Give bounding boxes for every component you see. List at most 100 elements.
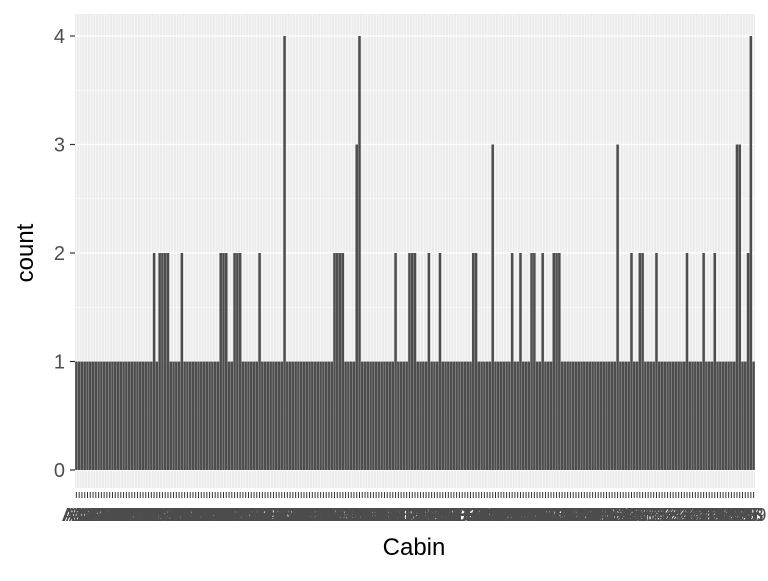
x-tick-label: X8 (632, 505, 654, 525)
bar-D21 (344, 361, 347, 470)
x-tick-label: C97 (571, 505, 604, 525)
bar-B73 (183, 361, 186, 470)
bar-B29 (530, 253, 533, 470)
bar-B38 (147, 361, 150, 470)
bar-Z26 (741, 361, 744, 470)
x-tick-label: Z12 (688, 505, 719, 525)
x-tick-label: B79 (177, 505, 209, 525)
bar-A26 (94, 361, 98, 470)
x-tick-label: D46 (354, 505, 387, 525)
x-tick-label: B19 (110, 505, 142, 525)
x-tick-label: B102 (100, 505, 142, 525)
x-tick-label: B77 (171, 505, 203, 525)
bar-B41 (155, 361, 159, 470)
bar-Y9 (669, 361, 672, 470)
bar-C89 (583, 361, 586, 470)
x-tick-label: E68 (435, 505, 467, 525)
x-tick-label: E34 (405, 505, 437, 525)
bar-B45 (538, 361, 542, 470)
x-tick-label: X1 (612, 505, 634, 525)
x-tick-label: Y4 (645, 505, 667, 525)
bar-F G63 (460, 361, 464, 470)
bar-F33 (469, 361, 472, 470)
x-tick-label: B10 (499, 505, 531, 525)
bar-X5 (633, 361, 636, 470)
bar-E63 (444, 361, 447, 470)
x-tick-label: C89 (568, 505, 601, 525)
bar-D20 (341, 253, 345, 470)
bar-C91 (311, 361, 314, 470)
x-tick-label: A24 (77, 505, 109, 525)
x-tick-label: C90 (293, 505, 326, 525)
x-tick-label: B52 B54 B56 (490, 505, 596, 525)
bar-C110 (219, 253, 222, 470)
x-tick-label: C22 C26 (213, 505, 284, 525)
x-tick-label: D (320, 505, 333, 525)
bar-E10 (394, 253, 397, 470)
x-tick-label: C126 (216, 505, 259, 525)
x-tick-label: D36 (346, 505, 379, 525)
bar-X3 (627, 361, 630, 470)
x-tick-label: E39 E41 (569, 505, 638, 525)
bar-Z20 (724, 361, 728, 470)
x-tick-label: E31 (399, 505, 431, 525)
bar-Z6 (685, 253, 689, 470)
y-tick-label: 1 (54, 352, 65, 374)
bar-B24 (521, 361, 525, 470)
bar-Z14 (707, 361, 711, 470)
x-tick-label: E101 (377, 505, 419, 525)
bar-C106 (216, 361, 220, 470)
bar-Z28 (746, 253, 750, 470)
bar-B18 (122, 361, 125, 470)
bar-B94 (202, 361, 206, 470)
x-tick-label: B50 (152, 505, 184, 525)
x-tick-label: A7 (104, 505, 126, 525)
x-tick-label: C116 (530, 505, 572, 525)
bar-D22 (588, 361, 592, 470)
bar-X4 (630, 253, 633, 470)
x-tick-label: C130 (532, 505, 575, 525)
bar-Z11 (699, 361, 703, 470)
x-tick-label: E25 (396, 505, 428, 525)
bar-A11 (483, 361, 486, 470)
bar-D11 (330, 361, 333, 470)
x-tick-label: B25 (510, 505, 542, 525)
bar-C95 (319, 361, 322, 470)
bar-E49 (435, 361, 439, 470)
x-tick-label: B18 (108, 505, 140, 525)
bar-E52 (608, 361, 611, 470)
x-tick-label: D47 (357, 505, 390, 525)
x-tick-label: C124 (210, 505, 253, 525)
bar-B78 (188, 361, 192, 470)
x-tick-label: C103 (191, 505, 234, 525)
bar-D17 (336, 253, 339, 470)
x-tick-label: B49 (146, 505, 178, 525)
x-tick-label: F2 (457, 505, 478, 525)
x-tick-label: F38 (458, 505, 489, 525)
bar-C83 (297, 361, 300, 470)
x-tick-label: F G73 (440, 505, 490, 525)
bar-X7 (638, 253, 642, 470)
x-tick-label: Y1 (637, 505, 659, 525)
x-tick-label: B31 (518, 505, 550, 525)
bar-E8 (455, 361, 458, 470)
bar-D37 (363, 361, 367, 470)
bar-C87 (305, 361, 309, 470)
x-tick-label: B3 (126, 505, 148, 525)
bar-E45 (605, 361, 608, 470)
bar-D38 (594, 361, 597, 470)
x-tick-label: C99 (307, 505, 340, 525)
x-tick-label: X3 (618, 505, 640, 525)
x-tick-label: E40 (413, 505, 445, 525)
x-tick-label: B37 (130, 505, 162, 525)
bar-C31 (560, 361, 564, 470)
bar-E38 (424, 361, 428, 470)
bar-Z24 (735, 144, 739, 470)
x-tick-label: C45 (243, 505, 276, 525)
x-tick-label: C42 (551, 505, 584, 525)
x-tick-label: D35 (343, 505, 376, 525)
x-tick-label: Z18 (705, 505, 736, 525)
bar-A21 (497, 361, 500, 470)
bar-B71 (180, 253, 184, 470)
